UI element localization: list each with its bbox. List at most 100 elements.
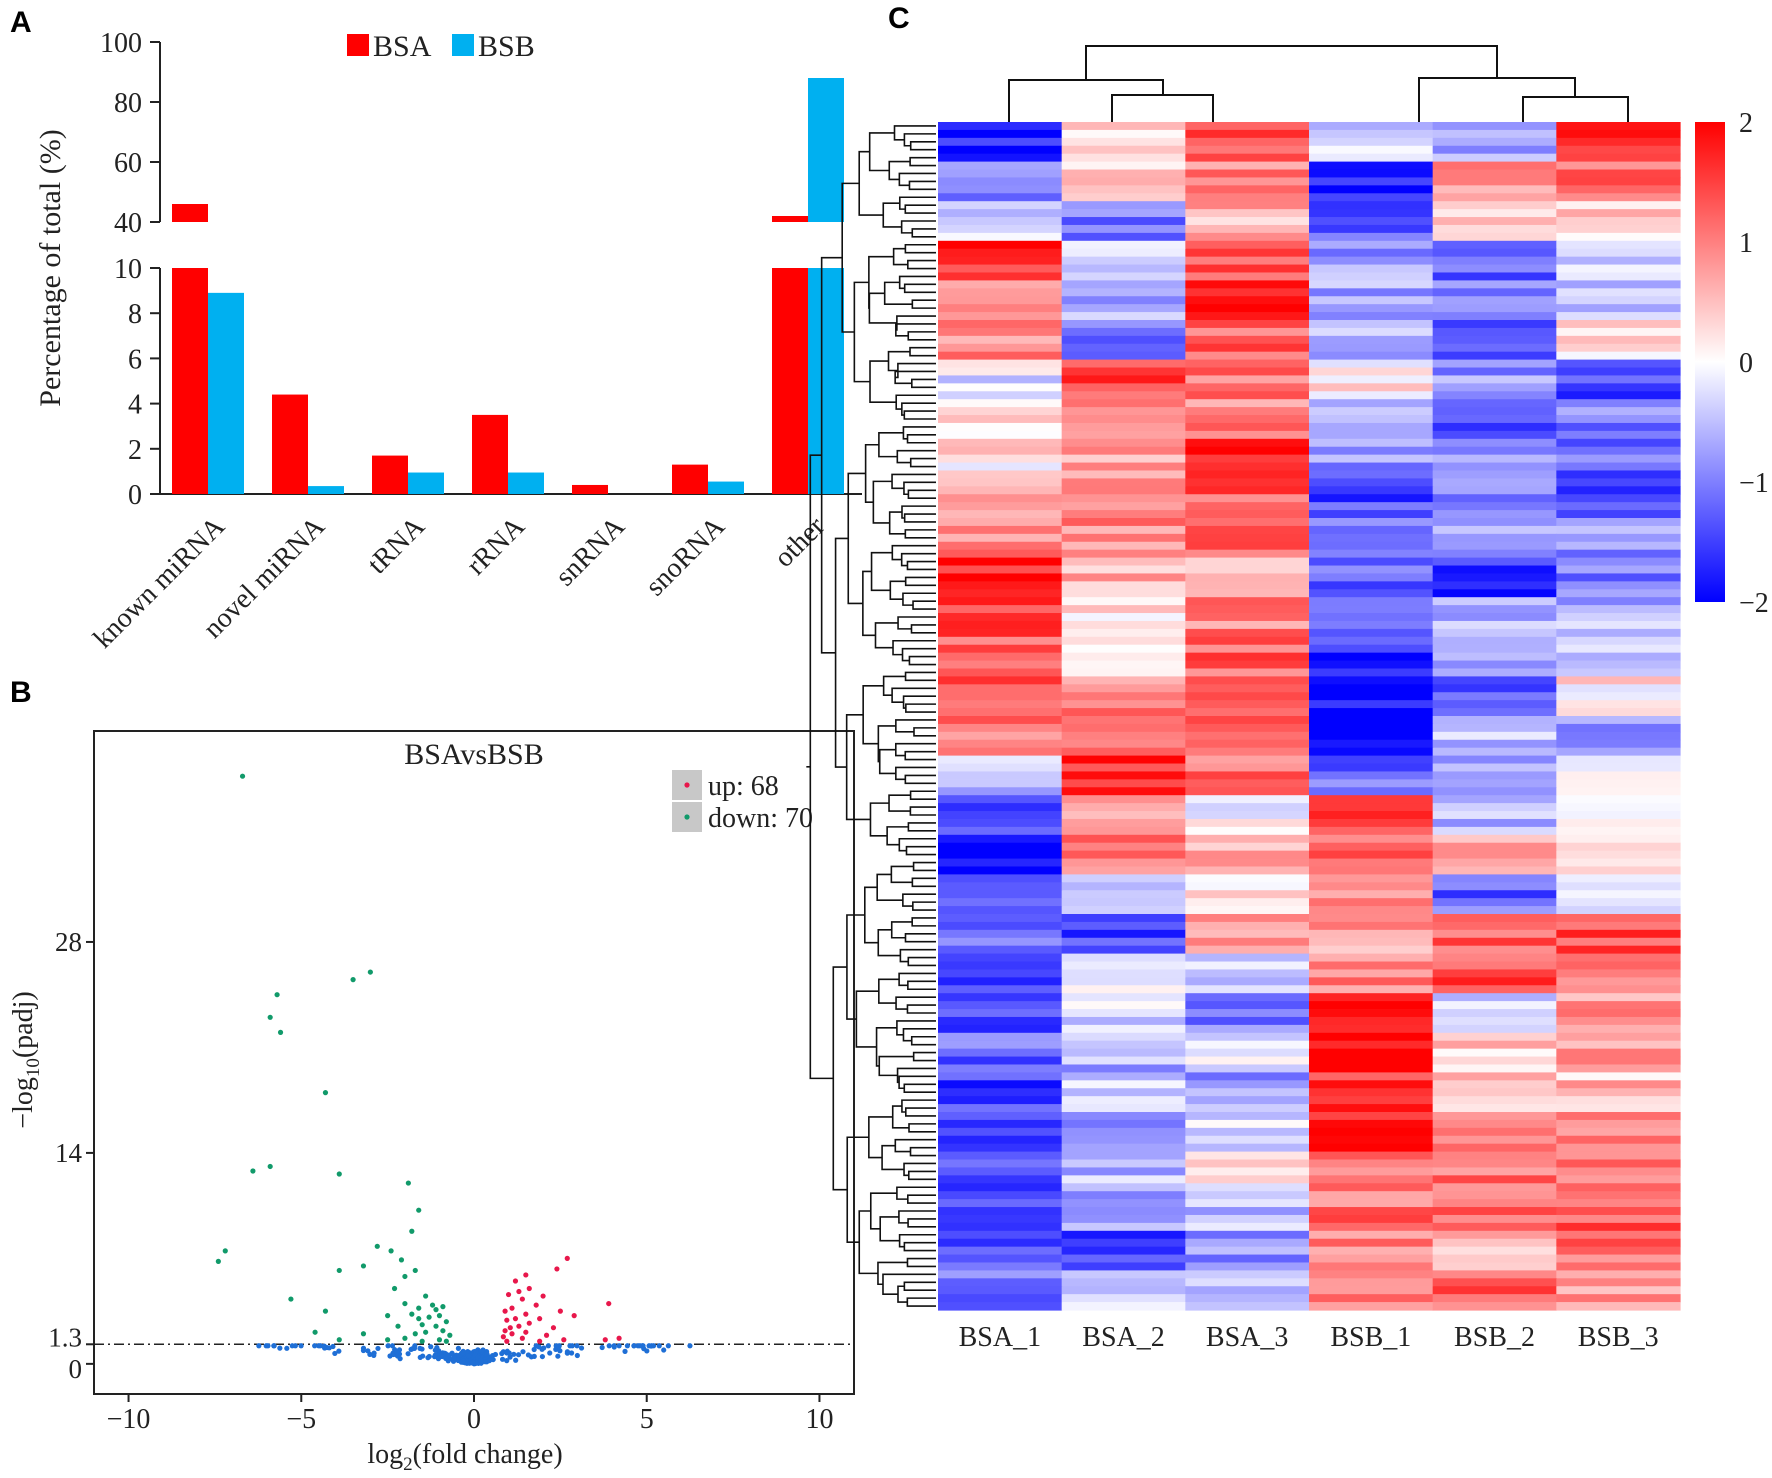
point-up [504, 1317, 510, 1323]
heatmap-cell [1556, 1222, 1681, 1232]
heatmap-cell [1432, 177, 1557, 186]
heatmap-cell [1185, 723, 1310, 733]
point-not-significant [432, 1352, 438, 1358]
heatmap-cell [1185, 716, 1310, 725]
heatmap-cell [1432, 1119, 1557, 1129]
heatmap-cell [1185, 161, 1310, 171]
row-dendrogram-branch [878, 1055, 914, 1077]
heatmap-cell [1309, 739, 1434, 749]
point-down [267, 1014, 273, 1020]
point-not-significant [326, 1345, 332, 1351]
row-dendrogram-branch [896, 1186, 936, 1200]
heatmap-cell [1432, 288, 1557, 297]
row-dendrogram-branch [894, 1138, 936, 1153]
heatmap-cell [938, 723, 1063, 733]
heatmap-cell [1432, 906, 1557, 915]
heatmap-cell [1061, 486, 1186, 495]
row-dendrogram-branch [841, 182, 860, 333]
heatmap-cell [938, 826, 1063, 836]
heatmap-cell [938, 399, 1063, 408]
y-tick-label: 4 [128, 390, 142, 421]
heatmap-cell [1556, 1262, 1681, 1271]
point-not-significant [492, 1351, 499, 1358]
heatmap-cell [1309, 731, 1434, 741]
heatmap-cell [1185, 145, 1310, 155]
heatmap-cell [1309, 1151, 1434, 1161]
point-down [443, 1319, 449, 1325]
point-down [402, 1273, 408, 1280]
heatmap-cell [1061, 739, 1186, 749]
heatmap-cell [1061, 502, 1186, 511]
row-dendrogram-branch [911, 299, 936, 309]
heatmap-cell [1061, 280, 1186, 289]
heatmap-cell [1061, 1262, 1186, 1271]
row-dendrogram-branch [886, 826, 909, 846]
point-down [423, 1329, 429, 1335]
row-dendrogram-branch [897, 616, 936, 630]
heatmap-cell [1185, 502, 1310, 511]
heatmap-cell [1061, 1024, 1186, 1034]
heatmap-cell [1556, 826, 1681, 836]
heatmap-cell [1309, 1238, 1434, 1248]
point-down [409, 1311, 415, 1317]
heatmap-cell [1061, 1175, 1186, 1184]
heatmap-cell [938, 193, 1063, 202]
heatmap-cell [1432, 1175, 1557, 1184]
x-tick-label: 0 [467, 1404, 481, 1435]
column-label: BSA_2 [1082, 1322, 1164, 1353]
y-tick-label: 60 [114, 148, 142, 179]
bar-bsa [472, 414, 508, 494]
row-dendrogram-branch [908, 655, 936, 666]
heatmap-cell [1061, 858, 1186, 868]
point-up [519, 1296, 525, 1302]
heatmap-cell [1432, 779, 1557, 788]
heatmap-cell [1432, 541, 1557, 551]
heatmap-cell [1185, 193, 1310, 202]
heatmap-cell [938, 1270, 1063, 1279]
row-dendrogram-branch [895, 315, 936, 331]
heatmap-cell [938, 636, 1063, 646]
row-dendrogram-branch [910, 624, 936, 634]
heatmap-cell [1309, 1270, 1434, 1279]
heatmap-cell [1556, 811, 1681, 820]
heatmap-cell [1185, 1072, 1310, 1081]
heatmap-cell [1309, 1222, 1434, 1232]
heatmap-cell [938, 510, 1063, 519]
row-dendrogram-branch [910, 1035, 936, 1046]
heatmap-cell [1432, 605, 1557, 614]
heatmap-cell [1061, 1119, 1186, 1129]
heatmap-cell [1309, 565, 1434, 575]
heatmap-cell [1061, 834, 1186, 844]
heatmap-cell [1185, 700, 1310, 709]
row-dendrogram-branch [907, 980, 936, 991]
y-tick-label: 2 [128, 435, 142, 466]
heatmap-cell [1309, 145, 1434, 155]
heatmap-cell [1061, 1246, 1186, 1256]
heatmap-cell [1556, 1191, 1681, 1200]
row-dendrogram-branch [858, 150, 884, 216]
heatmap-cell [1185, 803, 1310, 812]
heatmap-cell [1061, 882, 1186, 891]
row-dendrogram-branch [911, 228, 936, 238]
point-not-significant [555, 1353, 561, 1359]
row-dendrogram-branch [906, 1004, 936, 1014]
row-dendrogram-branch [864, 886, 879, 944]
point-not-significant [606, 1343, 612, 1349]
heatmap-cell [1309, 890, 1434, 899]
row-dendrogram-branch [903, 283, 936, 294]
heatmap-cell [1061, 589, 1186, 598]
heatmap-cell [1185, 1112, 1310, 1121]
heatmap-cell [1185, 1151, 1310, 1161]
heatmap-cell [1309, 684, 1434, 693]
heatmap-cell [938, 438, 1063, 448]
heatmap-cell [1061, 597, 1186, 606]
row-dendrogram-branch [912, 901, 936, 911]
y-tick-label: 8 [128, 299, 142, 330]
heatmap-cell [1185, 296, 1310, 305]
heatmap-cell [938, 945, 1063, 955]
heatmap-cell [1556, 240, 1681, 250]
heatmap-cell [1556, 1104, 1681, 1113]
heatmap-cell [938, 122, 1063, 131]
point-not-significant [564, 1350, 570, 1356]
row-dendrogram-branch [898, 1210, 936, 1224]
